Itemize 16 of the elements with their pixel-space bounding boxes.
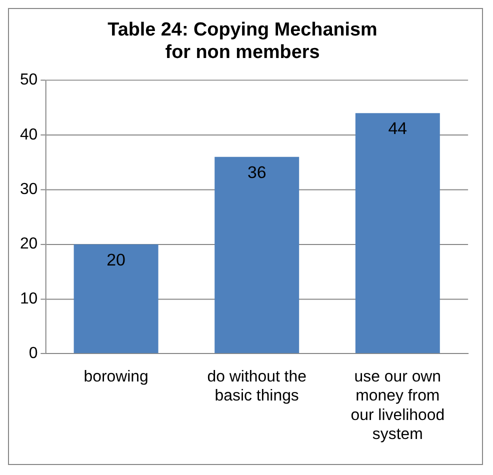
data-label: 20 — [106, 250, 126, 270]
bar — [74, 244, 158, 354]
data-label: 36 — [247, 162, 266, 182]
x-tick-label: do without the basic things — [207, 368, 307, 405]
bar — [355, 113, 440, 354]
y-tick-label: 40 — [20, 126, 38, 144]
chart-title: Table 24: Copying Mechanism for non members — [108, 20, 378, 64]
x-tick-label: use our own money from our livelihood system — [350, 368, 445, 443]
bar — [214, 156, 300, 354]
y-tick-label: 20 — [20, 236, 38, 253]
y-tick-label: 10 — [20, 290, 38, 308]
y-tick-label: 0 — [28, 345, 38, 362]
y-tick-label: 30 — [20, 181, 38, 198]
data-label: 44 — [388, 119, 408, 138]
x-tick-label: borowing — [84, 368, 148, 386]
y-tick-label: 50 — [20, 72, 38, 89]
